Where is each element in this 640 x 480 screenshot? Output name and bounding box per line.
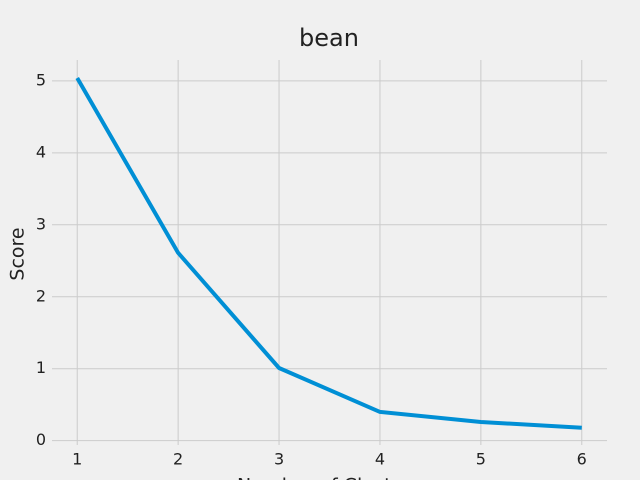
y-tick-label: 3 bbox=[36, 214, 46, 233]
line bbox=[75, 76, 582, 430]
x-tick-label: 5 bbox=[476, 450, 486, 469]
chart-title: bean bbox=[299, 24, 359, 52]
y-tick-label: 2 bbox=[36, 286, 46, 305]
y-tick-label: 5 bbox=[36, 70, 46, 89]
y-tick-label: 0 bbox=[36, 430, 46, 449]
x-tick-label: 3 bbox=[274, 450, 284, 469]
x-tick-label: 6 bbox=[577, 450, 587, 469]
x-tick-label: 1 bbox=[72, 450, 82, 469]
x-axis-label: Number of Clusters bbox=[237, 475, 421, 480]
x-tick-label: 2 bbox=[173, 450, 183, 469]
y-tick-label: 1 bbox=[36, 358, 46, 377]
y-tick-label: 4 bbox=[36, 142, 46, 161]
y-axis-label: Score bbox=[7, 227, 29, 280]
x-tick-label: 4 bbox=[375, 450, 385, 469]
